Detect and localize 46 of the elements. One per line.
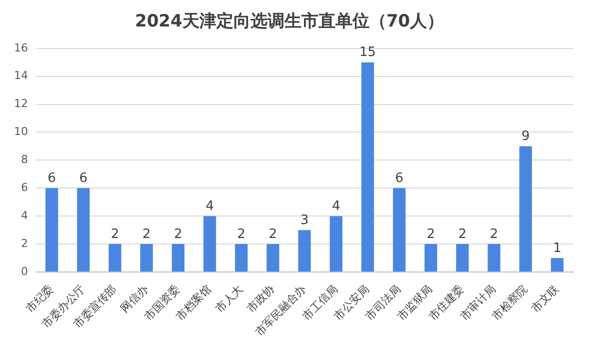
data-label: 2 [426, 226, 435, 242]
chart-title: 2024天津定向选调生市直单位（70人） [135, 12, 444, 32]
data-label: 2 [142, 226, 151, 242]
bar [361, 62, 374, 272]
data-label: 6 [48, 171, 56, 186]
x-tick-label: 市文联 [528, 282, 562, 316]
data-label: 4 [206, 198, 214, 214]
bar [330, 216, 342, 272]
data-label: 2 [174, 226, 182, 242]
data-label: 1 [553, 240, 562, 256]
y-tick-label: 4 [20, 208, 28, 222]
bar [45, 188, 58, 272]
y-tick-label: 6 [20, 181, 28, 194]
data-label: 2 [110, 226, 120, 242]
data-label: 4 [332, 198, 340, 214]
bar [77, 188, 90, 272]
y-tick-label: 0 [20, 264, 28, 278]
bar [519, 146, 532, 272]
bar [488, 244, 500, 272]
data-label: 2 [490, 226, 498, 242]
data-label: 15 [359, 45, 376, 60]
bar [266, 244, 280, 272]
bar [108, 244, 122, 272]
data-label: 6 [395, 171, 404, 186]
data-label: 6 [79, 171, 88, 186]
y-tick-label: 10 [14, 125, 28, 138]
y-tick-label: 2 [20, 236, 28, 250]
data-label: 2 [237, 226, 246, 242]
bar [235, 244, 248, 272]
bar [424, 244, 438, 272]
x-tick-label: 市人大 [212, 282, 246, 316]
bar [140, 244, 153, 272]
y-tick-label: 14 [14, 69, 28, 82]
data-label: 2 [268, 226, 278, 242]
bar [298, 230, 311, 272]
data-label: 2 [458, 226, 467, 242]
bar [550, 258, 564, 272]
bar [203, 216, 216, 272]
y-tick-label: 16 [14, 41, 28, 54]
bar [456, 244, 469, 272]
data-label: 9 [521, 129, 530, 144]
data-label: 3 [300, 212, 309, 228]
bar [392, 188, 406, 272]
y-tick-label: 12 [14, 97, 28, 110]
y-tick-label: 8 [20, 153, 28, 166]
bar [172, 244, 184, 272]
